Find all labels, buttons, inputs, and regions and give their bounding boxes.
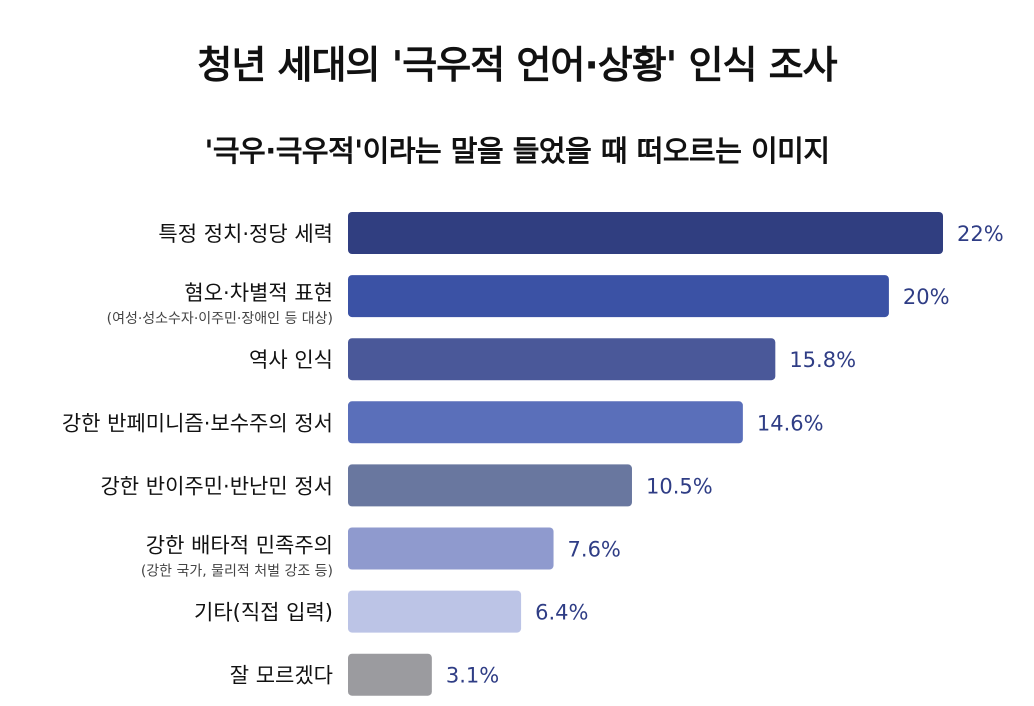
chart-title: 청년 세대의 '극우적 언어·상황' 인식 조사 xyxy=(197,43,837,87)
value-label-4: 14.6% xyxy=(757,411,824,435)
category-note-2: (여성·성소수자·이주민·장애인 등 대상) xyxy=(107,311,333,327)
value-label-1: 22% xyxy=(957,222,1004,246)
category-label-1: 특정 정치·정당 세력 xyxy=(158,222,333,246)
bar-7 xyxy=(348,590,522,633)
category-label-2: 혐오·차별적 표현 xyxy=(184,281,333,305)
value-label-2: 20% xyxy=(903,285,950,309)
category-label-4: 강한 반페미니즘·보수주의 정서 xyxy=(62,411,333,435)
value-label-3: 15.8% xyxy=(789,348,856,372)
value-label-5: 10.5% xyxy=(646,474,713,498)
category-label-8: 잘 모르겠다 xyxy=(230,664,333,688)
bar-4 xyxy=(348,401,743,444)
category-note-6: (강한 국가, 물리적 처벌 강조 등) xyxy=(141,564,333,580)
bar-5 xyxy=(348,464,632,507)
bar-8 xyxy=(348,653,432,696)
category-label-3: 역사 인식 xyxy=(249,348,333,372)
bar-6 xyxy=(348,527,554,570)
value-label-6: 7.6% xyxy=(568,538,621,562)
bar-2 xyxy=(348,275,889,318)
chart-subtitle: '극우·극우적'이라는 말을 들었을 때 떠오르는 이미지 xyxy=(204,134,830,168)
category-label-7: 기타(직접 입력) xyxy=(194,601,333,625)
value-label-7: 6.4% xyxy=(535,601,588,625)
category-label-6: 강한 배타적 민족주의 xyxy=(146,534,333,558)
bar-1 xyxy=(348,212,943,254)
category-label-5: 강한 반이주민·반난민 정서 xyxy=(100,474,333,498)
bar-3 xyxy=(348,338,776,381)
value-label-8: 3.1% xyxy=(446,664,499,688)
